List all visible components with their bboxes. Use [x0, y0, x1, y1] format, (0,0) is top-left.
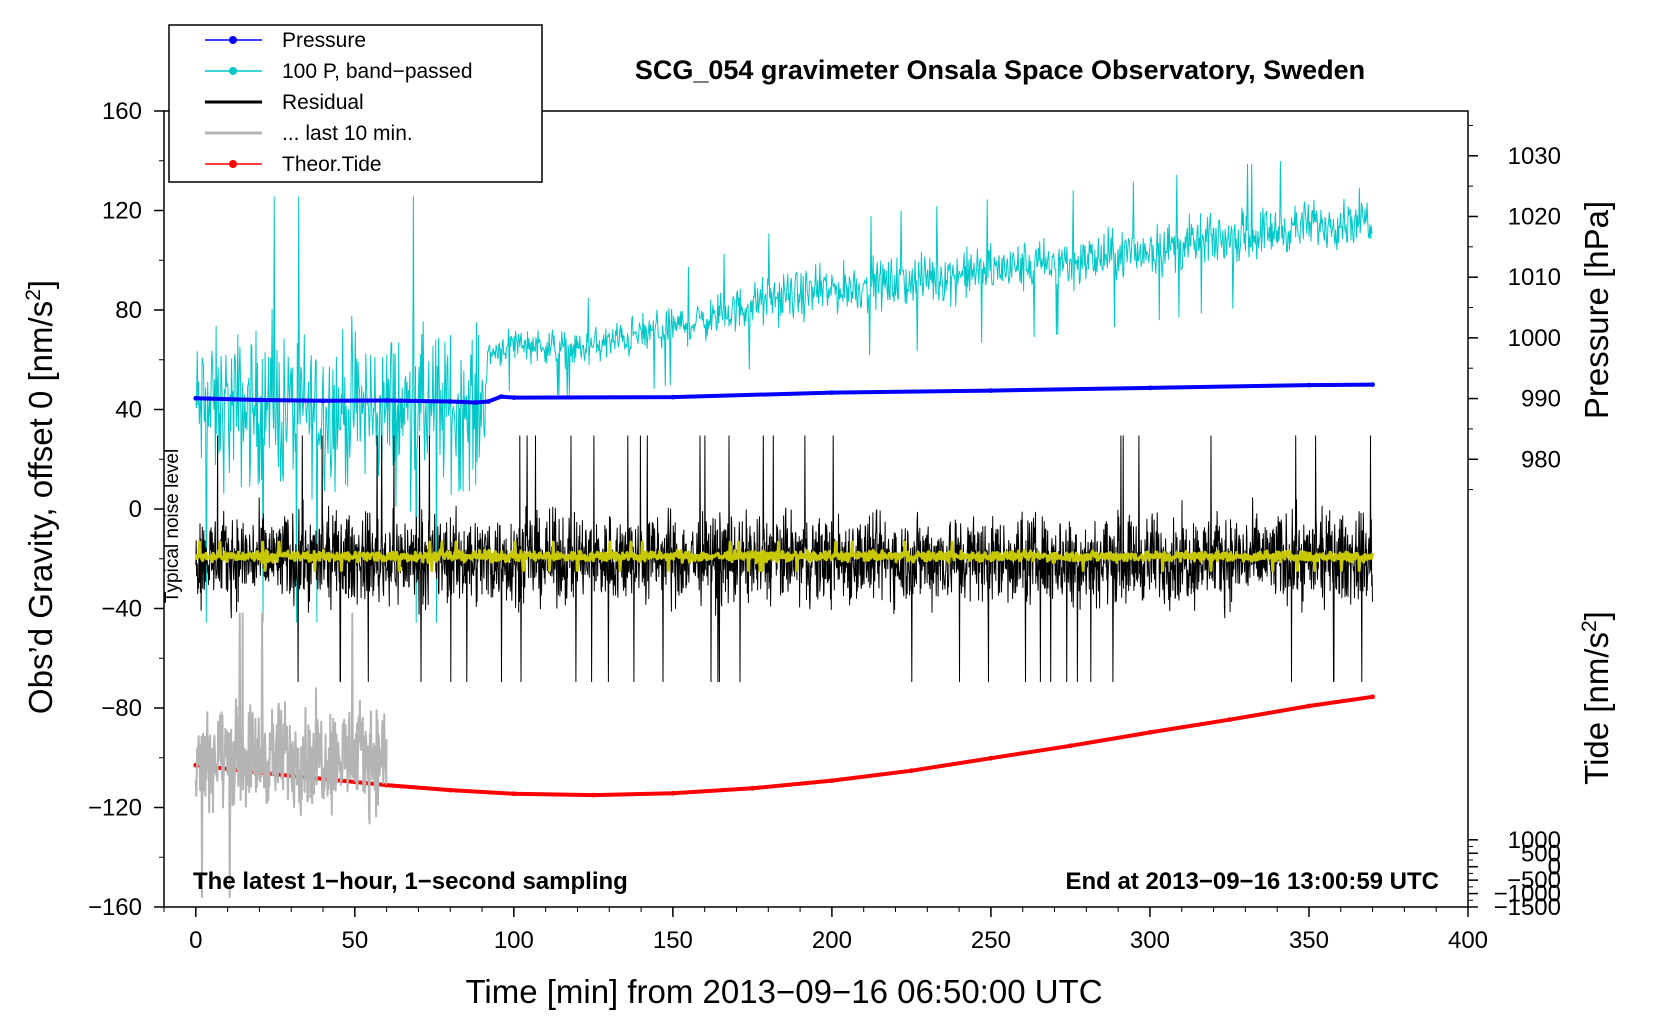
- point-theor-tide: [829, 778, 835, 783]
- point-pressure: [1147, 385, 1153, 391]
- x-tick-label: 300: [1130, 927, 1170, 954]
- point-pressure: [384, 398, 389, 403]
- legend-marker: [229, 160, 237, 168]
- point-theor-tide: [750, 785, 755, 791]
- x-tick-label: 400: [1448, 927, 1488, 954]
- legend: Pressure 100 P, band−passed Residual ... la…: [168, 24, 543, 183]
- x-tick-label: 250: [971, 927, 1011, 954]
- y-left-tick-label: −120: [88, 795, 142, 822]
- point-pressure: [320, 398, 326, 404]
- y-tide-tick-label: −1500: [1494, 894, 1561, 921]
- y-tide-tick-label: 1000: [1508, 827, 1561, 854]
- y-left-tick-label: 40: [115, 397, 142, 424]
- point-theor-tide: [1068, 743, 1073, 749]
- x-tick-label: 0: [189, 927, 202, 954]
- legend-label: Pressure: [282, 29, 366, 52]
- legend-marker: [229, 36, 237, 44]
- point-theor-tide: [1306, 703, 1312, 709]
- series-residual: [195, 435, 1373, 683]
- y-tide-tick-label: 0: [1548, 854, 1561, 881]
- x-tick-label: 100: [494, 927, 534, 954]
- point-theor-tide: [591, 792, 596, 798]
- point-theor-tide: [1370, 694, 1375, 700]
- point-theor-tide: [909, 768, 914, 774]
- point-pressure: [473, 400, 479, 405]
- point-pressure: [257, 397, 262, 403]
- point-theor-tide: [988, 755, 994, 761]
- y-pressure-tick-label: 990: [1521, 386, 1561, 413]
- y-axis-tide-label: Tide [nm/s2]: [1578, 611, 1615, 785]
- y-tide-tick-label: 500: [1521, 840, 1561, 867]
- point-pressure: [447, 399, 453, 404]
- y-left-tick-label: −80: [101, 695, 142, 722]
- legend-label: 100 P, band−passed: [282, 60, 473, 83]
- y-left-tick-label: 120: [102, 198, 142, 225]
- y-axis-pressure-label: Pressure [hPa]: [1578, 201, 1615, 419]
- y-tide-tick-label: −1000: [1494, 881, 1561, 908]
- point-pressure: [1370, 382, 1375, 387]
- axes: 0 50 100 150 200 250 300 350 40016012080400−40−8…: [88, 98, 1561, 954]
- y-pressure-tick-label: 1010: [1508, 264, 1561, 291]
- point-theor-tide: [1147, 730, 1153, 735]
- legend-label: Theor.Tide: [282, 153, 382, 176]
- y-tide-tick-label: −500: [1507, 867, 1561, 894]
- point-theor-tide: [1227, 717, 1232, 723]
- point-pressure: [486, 399, 491, 404]
- series-typical-noise-level: [194, 540, 1375, 572]
- y-pressure-tick-label: 1020: [1508, 203, 1561, 230]
- x-tick-label: 50: [341, 927, 368, 954]
- point-pressure: [193, 395, 199, 401]
- point-theor-tide: [670, 790, 676, 796]
- point-theor-tide: [511, 791, 517, 797]
- y-left-tick-label: 80: [115, 297, 142, 324]
- legend-label: Residual: [282, 91, 364, 114]
- y-left-tick-label: 160: [102, 98, 142, 125]
- legend-label: ... last 10 min.: [282, 122, 413, 145]
- y-left-tick-label: −40: [101, 596, 142, 623]
- point-pressure: [829, 390, 835, 395]
- point-pressure: [988, 388, 994, 393]
- y-left-tick-label: 0: [129, 496, 142, 523]
- noise-level-label: Typical noise level: [162, 449, 183, 603]
- point-pressure: [498, 394, 504, 399]
- series-100-p-band-passed: [195, 161, 1373, 623]
- point-pressure: [511, 395, 517, 400]
- point-pressure: [1306, 382, 1312, 388]
- x-tick-label: 150: [653, 927, 693, 954]
- series-last-10-min: [194, 612, 388, 898]
- x-tick-label: 200: [812, 927, 852, 954]
- y-left-tick-label: −160: [88, 894, 142, 921]
- point-pressure: [670, 394, 676, 400]
- point-theor-tide: [447, 787, 453, 793]
- x-tick-label: 350: [1289, 927, 1329, 954]
- y-pressure-tick-label: 980: [1521, 446, 1561, 473]
- y-pressure-tick-label: 1030: [1508, 143, 1561, 170]
- chart-title: SCG_054 gravimeter Onsala Space Observat…: [635, 55, 1365, 85]
- y-pressure-tick-label: 1000: [1508, 325, 1561, 352]
- series-pressure: [193, 382, 1375, 405]
- annotation-end-time: End at 2013−09−16 13:00:59 UTC: [1065, 868, 1439, 895]
- annotation-sampling: The latest 1−hour, 1−second sampling: [193, 868, 628, 895]
- plot-area: [193, 161, 1375, 898]
- y-axis-left-label: Obs’d Gravity, offset 0 [nm/s2]: [22, 280, 59, 714]
- legend-marker: [229, 67, 237, 75]
- x-axis-label: Time [min] from 2013−09−16 06:50:00 UTC: [465, 973, 1102, 1010]
